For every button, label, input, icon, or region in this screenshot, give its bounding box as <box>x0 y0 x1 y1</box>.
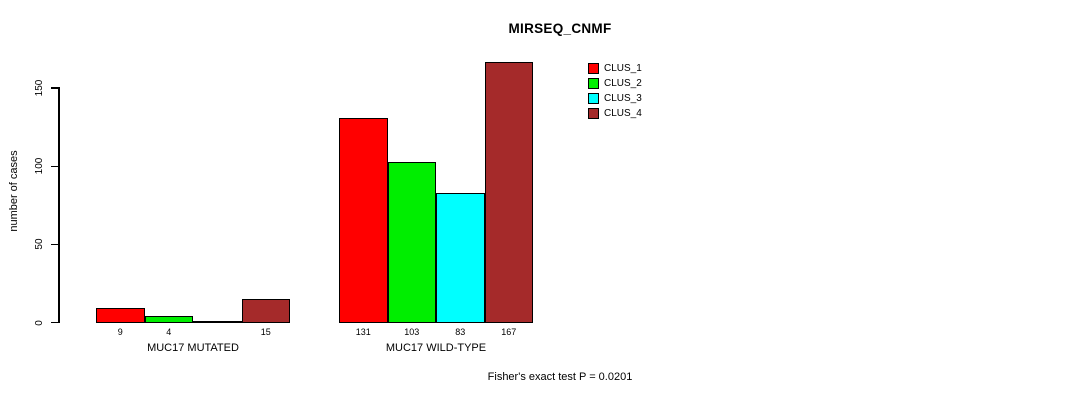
bar-clus_4-group1 <box>241 299 290 323</box>
bar-clus_4-group2 <box>484 61 533 323</box>
legend-item-clus_2: CLUS_2 <box>588 76 642 91</box>
legend-swatch-icon <box>588 93 599 104</box>
y-tick-mark <box>51 87 58 89</box>
chart-title: MIRSEQ_CNMF <box>508 21 612 36</box>
legend-item-clus_4: CLUS_4 <box>588 106 642 121</box>
legend-item-clus_3: CLUS_3 <box>588 91 642 106</box>
y-tick-label: 100 <box>34 157 45 175</box>
bar-value-label: 9 <box>117 327 123 337</box>
bar-value-label: 4 <box>166 327 172 337</box>
bar-clus_3-group1-zero <box>193 321 242 323</box>
y-axis-line <box>58 87 60 323</box>
legend-swatch-icon <box>588 63 599 74</box>
group-label-1: MUC17 MUTATED <box>147 342 239 354</box>
legend-label: CLUS_2 <box>604 78 642 89</box>
bar-value-label: 15 <box>260 327 271 337</box>
bar-value-label: 103 <box>404 327 420 337</box>
bar-value-label: 83 <box>455 327 466 337</box>
y-tick-label: 50 <box>34 238 45 250</box>
y-axis-label: number of cases <box>8 150 20 232</box>
bar-value-label: 167 <box>501 327 517 337</box>
legend-label: CLUS_1 <box>604 63 642 74</box>
y-tick-label: 0 <box>34 319 45 326</box>
bar-clus_1-group2 <box>339 117 388 323</box>
legend-label: CLUS_3 <box>604 93 642 104</box>
group-label-2: MUC17 WILD-TYPE <box>385 342 487 354</box>
bar-clus_1-group1 <box>96 308 145 323</box>
legend-swatch-icon <box>588 108 599 119</box>
legend: CLUS_1 CLUS_2 CLUS_3 CLUS_4 <box>588 61 642 121</box>
y-tick-mark <box>51 243 58 246</box>
legend-label: CLUS_4 <box>604 108 642 119</box>
y-tick-mark <box>51 321 58 324</box>
bar-clus_2-group2 <box>387 161 436 323</box>
legend-item-clus_1: CLUS_1 <box>588 61 642 76</box>
legend-swatch-icon <box>588 78 599 89</box>
annotation-text: Fisher's exact test P = 0.0201 <box>487 371 633 383</box>
bar-clus_3-group2 <box>436 192 485 323</box>
bar-value-label: 131 <box>355 327 371 337</box>
bar-clus_2-group1 <box>144 316 193 323</box>
y-tick-mark <box>51 165 58 167</box>
y-tick-label: 150 <box>34 79 45 97</box>
